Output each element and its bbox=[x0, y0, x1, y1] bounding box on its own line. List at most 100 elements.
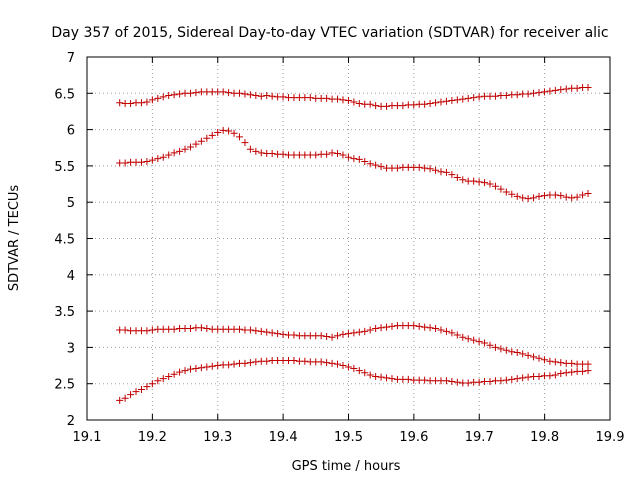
data-point bbox=[546, 372, 554, 380]
data-point bbox=[519, 194, 527, 202]
x-tick-label: 19.3 bbox=[203, 430, 232, 445]
data-point bbox=[334, 150, 342, 158]
data-point bbox=[230, 360, 238, 368]
data-point bbox=[573, 193, 581, 201]
y-tick-label: 6.5 bbox=[54, 87, 75, 102]
series-series-4 bbox=[116, 356, 592, 404]
data-point bbox=[557, 359, 565, 367]
data-point bbox=[350, 98, 358, 106]
data-point bbox=[551, 358, 559, 366]
data-point bbox=[263, 91, 271, 99]
data-point bbox=[192, 89, 200, 97]
data-point bbox=[219, 126, 227, 134]
data-point bbox=[513, 192, 521, 200]
data-point bbox=[497, 345, 505, 353]
data-point bbox=[491, 92, 499, 100]
y-tick-label: 7 bbox=[67, 51, 75, 66]
data-point bbox=[241, 359, 249, 367]
data-point bbox=[170, 370, 178, 378]
y-tick-label: 2.5 bbox=[54, 378, 75, 393]
data-point bbox=[170, 91, 178, 99]
data-point bbox=[464, 379, 472, 387]
data-point bbox=[344, 97, 352, 105]
data-point bbox=[524, 195, 532, 203]
data-point bbox=[355, 155, 363, 163]
y-axis-title: SDTVAR / TECUs bbox=[7, 185, 22, 292]
data-point bbox=[404, 375, 412, 383]
data-point bbox=[219, 88, 227, 96]
data-point bbox=[410, 322, 418, 330]
data-point bbox=[421, 164, 429, 172]
data-point bbox=[540, 356, 548, 364]
data-point bbox=[491, 182, 499, 190]
data-point bbox=[143, 158, 151, 166]
data-point bbox=[154, 155, 162, 163]
data-point bbox=[143, 98, 151, 106]
data-point bbox=[116, 99, 124, 107]
data-point bbox=[257, 92, 265, 100]
x-axis-title: GPS time / hours bbox=[292, 459, 401, 474]
data-point bbox=[513, 348, 521, 356]
data-point bbox=[214, 129, 222, 137]
data-point bbox=[176, 90, 184, 98]
data-point bbox=[121, 159, 129, 167]
data-point bbox=[448, 378, 456, 386]
data-point bbox=[159, 93, 167, 101]
data-point bbox=[568, 368, 576, 376]
data-point bbox=[535, 354, 543, 362]
y-tick-label: 3.5 bbox=[54, 305, 75, 320]
data-point bbox=[475, 93, 483, 101]
data-point bbox=[519, 374, 527, 382]
data-point bbox=[372, 325, 380, 333]
data-point bbox=[393, 164, 401, 172]
data-point bbox=[464, 94, 472, 102]
data-point bbox=[154, 377, 162, 385]
y-tick-label: 6 bbox=[67, 124, 75, 139]
data-point bbox=[279, 150, 287, 158]
data-point bbox=[350, 329, 358, 337]
data-point bbox=[312, 151, 320, 159]
data-point bbox=[432, 325, 440, 333]
data-point bbox=[170, 149, 178, 157]
data-point bbox=[116, 396, 124, 404]
data-point bbox=[562, 193, 570, 201]
data-point bbox=[502, 91, 510, 99]
data-point bbox=[388, 375, 396, 383]
data-point bbox=[344, 363, 352, 371]
x-axis-ticks: 19.1 19.2 19.3 19.4 19.5 19.6 19.7 19.8 19.9 bbox=[73, 57, 624, 445]
data-point bbox=[519, 350, 527, 358]
data-point bbox=[230, 129, 238, 137]
data-point bbox=[328, 359, 336, 367]
data-point bbox=[513, 91, 521, 99]
data-point bbox=[186, 143, 194, 151]
data-point bbox=[459, 333, 467, 341]
data-point bbox=[148, 326, 156, 334]
data-point bbox=[197, 364, 205, 372]
data-point bbox=[535, 372, 543, 380]
data-point bbox=[366, 160, 374, 168]
data-point bbox=[399, 102, 407, 110]
data-point bbox=[214, 362, 222, 370]
data-point bbox=[268, 92, 276, 100]
data-point bbox=[235, 89, 243, 97]
data-point bbox=[372, 102, 380, 110]
data-point bbox=[274, 330, 282, 338]
data-point bbox=[481, 339, 489, 347]
data-point bbox=[197, 324, 205, 332]
data-point bbox=[508, 348, 516, 356]
data-point bbox=[355, 99, 363, 107]
data-point bbox=[208, 362, 216, 370]
data-point bbox=[225, 127, 233, 135]
data-point bbox=[481, 179, 489, 187]
data-point bbox=[361, 369, 369, 377]
data-point bbox=[475, 378, 483, 386]
x-tick-label: 19.4 bbox=[269, 430, 298, 445]
series-series-2 bbox=[116, 126, 592, 203]
data-point bbox=[165, 91, 173, 99]
data-point bbox=[508, 375, 516, 383]
data-point bbox=[502, 188, 510, 196]
data-point bbox=[551, 86, 559, 94]
y-axis-ticks: 2 2.5 3 3.5 4 4.5 5 5.5 6 6.5 7 bbox=[54, 51, 610, 429]
data-point bbox=[448, 97, 456, 105]
data-point bbox=[448, 329, 456, 337]
